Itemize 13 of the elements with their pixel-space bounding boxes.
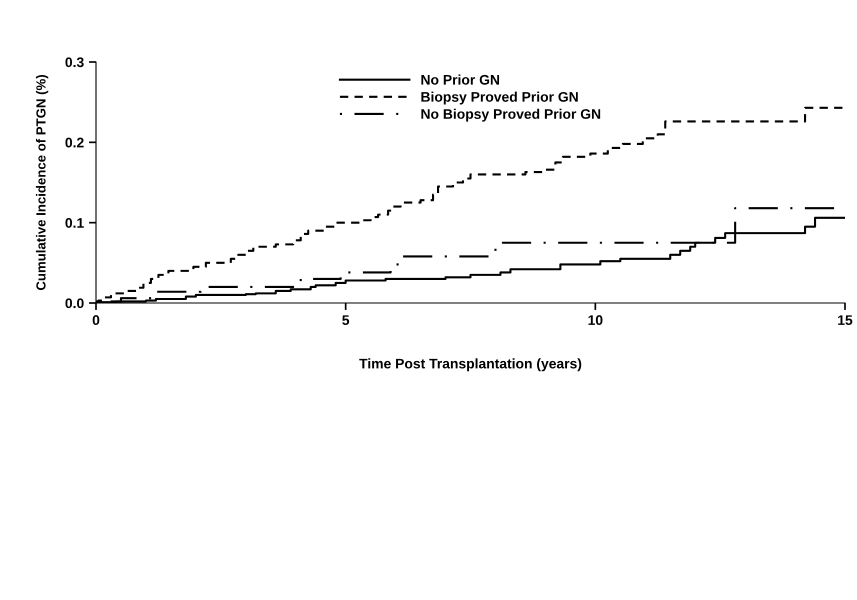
y-tick-label: 0.3 — [65, 57, 84, 68]
legend-label: Biopsy Proved Prior GN — [421, 92, 578, 105]
y-tick-label: 0.0 — [65, 298, 84, 308]
x-tick-label: 5 — [342, 315, 350, 326]
y-tick-label: 0.2 — [65, 138, 84, 148]
y-axis-title: Cumulative Incidence of PTGN (%) — [36, 75, 48, 290]
x-tick-label: 0 — [92, 315, 100, 326]
legend-label: No Prior GN — [421, 74, 500, 85]
y-tick-label: 0.1 — [65, 218, 84, 228]
x-tick-label: 10 — [588, 315, 602, 326]
legend-label: No Biopsy Proved Prior GN — [421, 108, 600, 122]
x-axis-title: Time Post Transplantation (years) — [359, 358, 582, 372]
x-tick-label: 15 — [838, 315, 852, 326]
